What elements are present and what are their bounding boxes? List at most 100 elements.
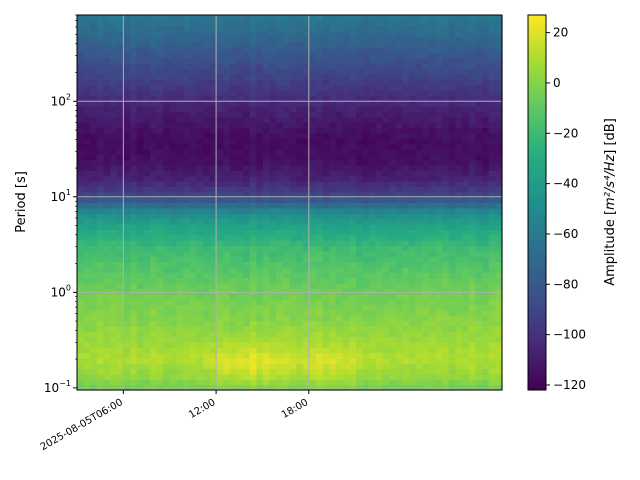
heatmap-cell	[448, 202, 457, 209]
heatmap-cell	[90, 320, 98, 327]
heatmap-cell	[448, 47, 457, 54]
heatmap-cell	[495, 122, 503, 129]
heatmap-cell	[395, 266, 403, 273]
heatmap-cell	[110, 341, 118, 348]
heatmap-cell	[309, 191, 317, 198]
heatmap-cell	[123, 186, 131, 193]
heatmap-cell	[176, 309, 184, 316]
heatmap-cell	[382, 57, 390, 64]
heatmap-cell	[77, 84, 85, 91]
heatmap-cell	[409, 250, 417, 257]
heatmap-cell	[402, 229, 410, 236]
heatmap-cell	[169, 347, 178, 354]
heatmap-cell	[342, 57, 350, 64]
heatmap-cell	[150, 229, 158, 236]
heatmap-cell	[495, 47, 503, 54]
heatmap-cell	[209, 57, 218, 64]
heatmap-cell	[143, 331, 151, 338]
heatmap-cell	[236, 52, 244, 59]
heatmap-cell	[136, 229, 145, 236]
heatmap-cell	[77, 25, 85, 32]
heatmap-cell	[203, 138, 211, 145]
heatmap-cell	[322, 181, 330, 188]
heatmap-cell	[150, 186, 158, 193]
colorbar-segment	[528, 371, 546, 375]
heatmap-cell	[130, 31, 138, 38]
heatmap-cell	[110, 47, 118, 54]
heatmap-cell	[435, 111, 443, 118]
heatmap-cell	[136, 95, 145, 102]
heatmap-cell	[362, 154, 370, 161]
heatmap-cell	[302, 245, 311, 252]
heatmap-cell	[415, 138, 423, 145]
heatmap-cell	[375, 373, 384, 380]
heatmap-cell	[468, 122, 477, 129]
heatmap-cell	[335, 191, 344, 198]
heatmap-cell	[488, 106, 496, 113]
heatmap-cell	[203, 320, 211, 327]
heatmap-cell	[395, 116, 403, 123]
heatmap-cell	[296, 379, 304, 386]
heatmap-cell	[349, 256, 357, 263]
heatmap-cell	[256, 138, 264, 145]
heatmap-cell	[77, 127, 85, 134]
heatmap-cell	[243, 379, 251, 386]
colorbar-segment	[528, 174, 546, 179]
heatmap-cell	[422, 261, 430, 268]
heatmap-cell	[369, 320, 377, 327]
heatmap-cell	[382, 347, 390, 354]
heatmap-cell	[83, 223, 91, 230]
heatmap-cell	[448, 106, 457, 113]
heatmap-cell	[269, 57, 277, 64]
heatmap-cell	[116, 73, 125, 80]
heatmap-cell	[495, 36, 503, 43]
heatmap-cell	[156, 245, 164, 252]
heatmap-cell	[103, 207, 111, 214]
heatmap-cell	[302, 213, 311, 220]
heatmap-cell	[302, 368, 311, 375]
heatmap-cell	[256, 191, 264, 198]
heatmap-cell	[243, 47, 251, 54]
heatmap-cell	[335, 315, 344, 321]
heatmap-cell	[322, 122, 330, 129]
heatmap-cell	[203, 68, 211, 75]
heatmap-cell	[103, 20, 111, 27]
heatmap-cell	[196, 336, 204, 343]
heatmap-cell	[269, 320, 277, 327]
heatmap-cell	[335, 57, 344, 64]
heatmap-cell	[229, 341, 237, 348]
heatmap-cell	[488, 277, 496, 284]
heatmap-cell	[349, 282, 357, 289]
heatmap-cell	[402, 368, 410, 375]
heatmap-cell	[309, 352, 317, 359]
colorbar-segment	[528, 65, 546, 69]
heatmap-cell	[163, 84, 171, 91]
heatmap-cell	[342, 315, 350, 321]
heatmap-cell	[209, 304, 218, 311]
heatmap-cell	[329, 57, 337, 64]
heatmap-cell	[223, 41, 231, 48]
heatmap-cell	[428, 159, 437, 166]
heatmap-cell	[289, 84, 297, 91]
heatmap-cell	[389, 25, 397, 32]
heatmap-cell	[196, 331, 204, 338]
heatmap-cell	[316, 336, 324, 343]
heatmap-cell	[435, 261, 443, 268]
heatmap-cell	[262, 250, 271, 257]
heatmap-cell	[482, 202, 490, 209]
heatmap-cell	[116, 79, 125, 86]
heatmap-cell	[136, 138, 145, 145]
heatmap-cell	[169, 363, 178, 370]
heatmap-cell	[455, 106, 463, 113]
heatmap-cell	[96, 379, 105, 386]
heatmap-cell	[150, 304, 158, 311]
heatmap-cell	[355, 277, 364, 284]
heatmap-cell	[276, 229, 284, 236]
heatmap-cell	[455, 197, 463, 204]
heatmap-cell	[329, 191, 337, 198]
heatmap-cell	[196, 111, 204, 118]
heatmap-cell	[143, 347, 151, 354]
heatmap-cell	[422, 207, 430, 214]
heatmap-cell	[276, 68, 284, 75]
heatmap-cell	[409, 15, 417, 21]
